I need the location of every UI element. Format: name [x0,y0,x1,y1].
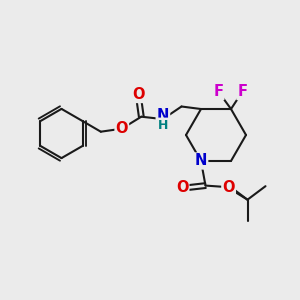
Text: F: F [237,84,248,99]
Text: N: N [195,154,207,169]
Text: O: O [132,87,145,102]
Text: O: O [116,121,128,136]
Text: F: F [213,84,224,99]
Text: H: H [158,118,168,132]
Text: N: N [157,108,169,123]
Text: O: O [222,180,235,195]
Text: O: O [176,180,188,195]
